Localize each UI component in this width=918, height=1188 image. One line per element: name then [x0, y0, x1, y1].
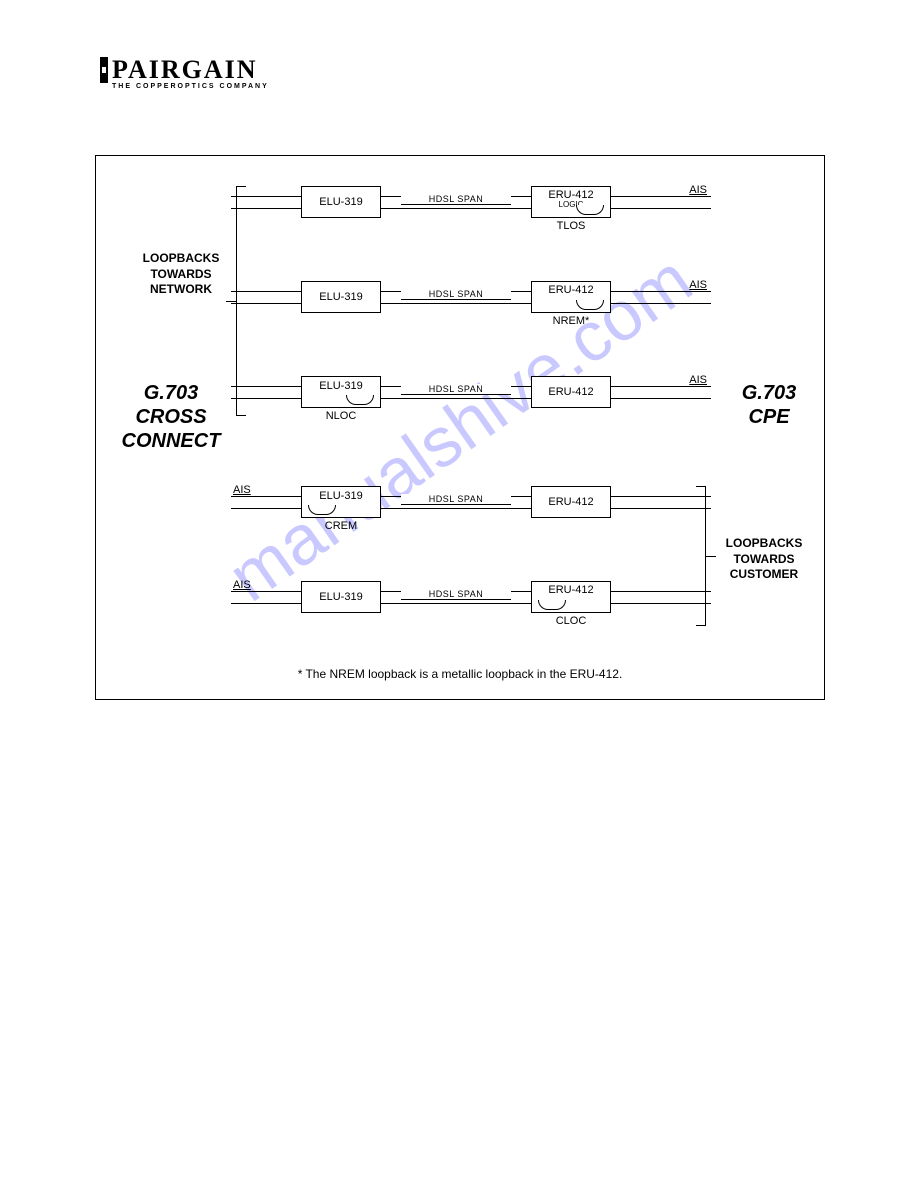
hdsl-span-label: HDSL SPAN [401, 494, 511, 505]
left-sub-label: NLOC [301, 410, 381, 422]
loopback-row: HDSL SPANELU-319CREMERU-412AIS [251, 476, 691, 536]
eru-box: ERU-412LOGIC [531, 186, 611, 218]
elu-box: ELU-319 [301, 486, 381, 518]
logo-main: PAIRGAIN [100, 55, 269, 85]
left-sub-label: CREM [301, 520, 381, 532]
hdsl-span-label: HDSL SPAN [401, 384, 511, 395]
hdsl-span-label: HDSL SPAN [401, 589, 511, 600]
side-right-line1: G.703 [724, 381, 814, 405]
side-left-line2: CROSS [111, 405, 231, 429]
port-label-right: AIS [689, 374, 707, 386]
bracket-label-network: LOOPBACKS TOWARDS NETWORK [126, 251, 236, 298]
right-sub-label: CLOC [531, 615, 611, 627]
hdsl-span-label: HDSL SPAN [401, 289, 511, 300]
bracket-right-tick [706, 556, 716, 557]
elu-box: ELU-319 [301, 186, 381, 218]
page: PAIRGAIN THE COPPEROPTICS COMPANY manual… [0, 0, 918, 1188]
logo-area: PAIRGAIN THE COPPEROPTICS COMPANY [100, 55, 269, 90]
right-sub-label: NREM* [531, 315, 611, 327]
elu-box: ELU-319 [301, 581, 381, 613]
side-label-cpe: G.703 CPE [724, 381, 814, 429]
elu-box: ELU-319 [301, 281, 381, 313]
footnote: * The NREM loopback is a metallic loopba… [96, 667, 824, 681]
side-left-line3: CONNECT [111, 429, 231, 453]
port-label-left: AIS [233, 484, 251, 496]
bracket-label-customer: LOOPBACKS TOWARDS CUSTOMER [709, 536, 819, 583]
logo-bar-icon [100, 57, 108, 83]
right-sub-label: TLOS [531, 220, 611, 232]
eru-box: ERU-412 [531, 581, 611, 613]
diagram-frame: manualshive.com LOOPBACKS TOWARDS NETWOR… [95, 155, 825, 700]
logo-sub: THE COPPEROPTICS COMPANY [112, 83, 269, 90]
side-left-line1: G.703 [111, 381, 231, 405]
side-right-line2: CPE [724, 405, 814, 429]
hdsl-span-label: HDSL SPAN [401, 194, 511, 205]
logo-text: PAIRGAIN [112, 55, 258, 85]
side-label-cross-connect: G.703 CROSS CONNECT [111, 381, 231, 453]
loopback-row: HDSL SPANELU-319ERU-412LOGICTLOSAIS [251, 176, 691, 236]
eru-box: ERU-412 [531, 486, 611, 518]
port-label-right: AIS [689, 184, 707, 196]
eru-box: ERU-412 [531, 376, 611, 408]
elu-box: ELU-319 [301, 376, 381, 408]
loopback-row: HDSL SPANELU-319NLOCERU-412AIS [251, 366, 691, 426]
loopback-row: HDSL SPANELU-319ERU-412CLOCAIS [251, 571, 691, 631]
port-label-left: AIS [233, 579, 251, 591]
loopback-row: HDSL SPANELU-319ERU-412NREM*AIS [251, 271, 691, 331]
eru-box: ERU-412 [531, 281, 611, 313]
port-label-right: AIS [689, 279, 707, 291]
